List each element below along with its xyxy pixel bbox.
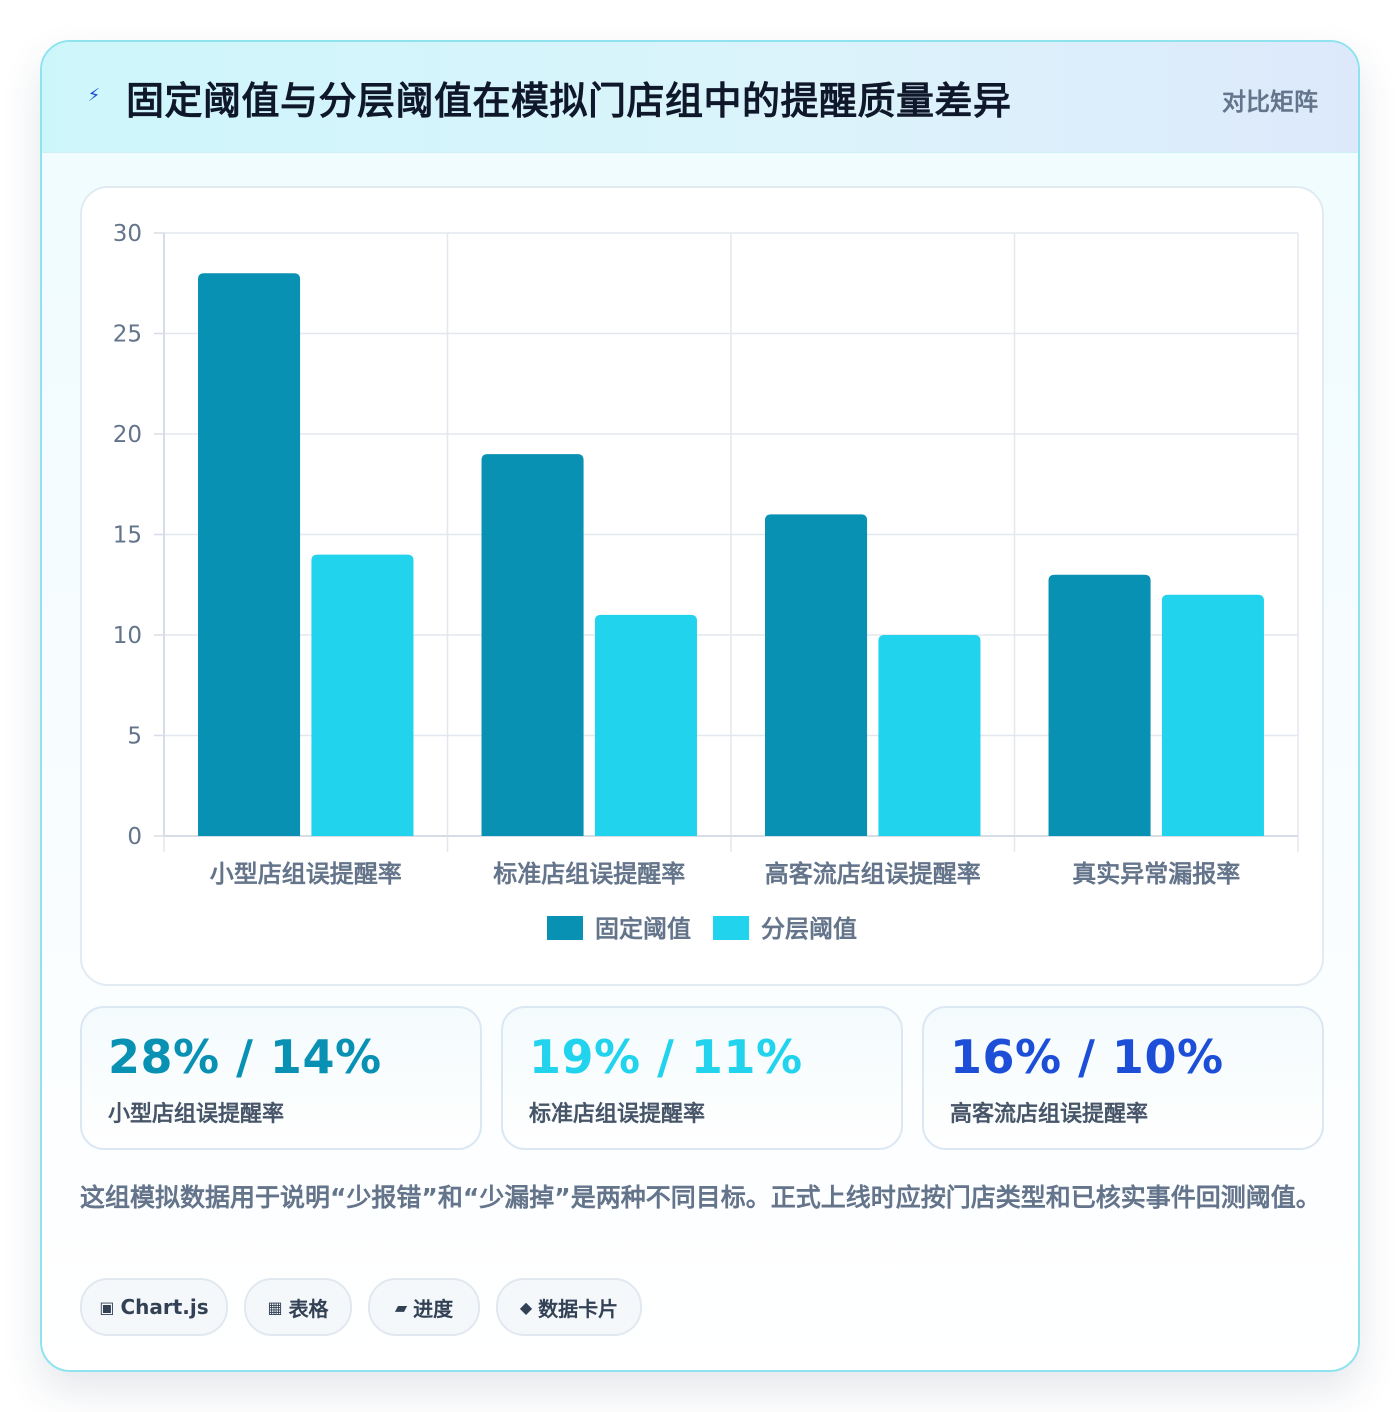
- square-icon: ▣: [99, 1297, 115, 1317]
- chip-table[interactable]: ▦ 表格: [244, 1278, 352, 1336]
- stat-label: 标准店组误提醒率: [529, 1102, 706, 1127]
- chip-label: 数据卡片: [538, 1296, 619, 1321]
- diamond-icon: ◆: [519, 1297, 533, 1317]
- chip-chartjs[interactable]: ▣ Chart.js: [80, 1278, 228, 1336]
- x-tick-label: 真实异常漏报率: [1072, 860, 1240, 888]
- bar-fixed: [765, 514, 868, 836]
- chip-label: Chart.js: [120, 1295, 209, 1319]
- chart-card: ⚡ 固定阈值与分层阈值在模拟门店组中的提醒质量差异 对比矩阵 0 5 10 15 20 2…: [40, 40, 1360, 1372]
- stat-card-standard: 19% / 11% 标准店组误提醒率: [501, 1006, 903, 1150]
- stat-value: 16% / 10%: [950, 1030, 1224, 1084]
- bar-tiered: [594, 614, 697, 836]
- bar-tiered: [1161, 594, 1264, 836]
- page-title: 固定阈值与分层阈值在模拟门店组中的提醒质量差异: [126, 79, 1012, 123]
- legend-label: 分层阈值: [761, 915, 857, 943]
- table-icon: ▦: [267, 1297, 283, 1317]
- y-tick-label: 30: [113, 221, 142, 247]
- chip-progress[interactable]: ▰ 进度: [368, 1278, 480, 1336]
- y-tick-label: 20: [113, 422, 142, 448]
- chip-data-card[interactable]: ◆ 数据卡片: [496, 1278, 642, 1336]
- legend-swatch: [713, 916, 749, 940]
- progress-icon: ▰: [394, 1297, 408, 1317]
- legend-label: 固定阈值: [595, 915, 691, 943]
- bar-fixed: [198, 273, 301, 836]
- x-tick-label: 标准店组误提醒率: [493, 860, 685, 888]
- stat-card-high-traffic: 16% / 10% 高客流店组误提醒率: [922, 1006, 1324, 1150]
- lightning-icon: ⚡: [87, 85, 101, 106]
- stat-value: 28% / 14%: [108, 1030, 382, 1084]
- y-tick-label: 25: [113, 322, 142, 348]
- stat-value: 19% / 11%: [529, 1030, 803, 1084]
- chip-label: 进度: [413, 1296, 454, 1321]
- stat-label: 小型店组误提醒率: [108, 1102, 285, 1127]
- y-tick-label: 0: [127, 824, 142, 850]
- x-tick-label: 高客流店组误提醒率: [765, 860, 981, 888]
- card-header: ⚡ 固定阈值与分层阈值在模拟门店组中的提醒质量差异 对比矩阵: [42, 42, 1358, 153]
- legend-swatch: [547, 916, 583, 940]
- stat-label: 高客流店组误提醒率: [950, 1102, 1149, 1127]
- y-tick-label: 5: [127, 724, 142, 750]
- bar-tiered: [311, 554, 414, 836]
- chip-label: 表格: [288, 1296, 329, 1321]
- x-tick-label: 小型店组误提醒率: [210, 860, 402, 888]
- bar-fixed: [1048, 574, 1151, 836]
- y-tick-label: 10: [113, 623, 142, 649]
- bar-fixed: [481, 454, 584, 836]
- header-tag: 对比矩阵: [1222, 88, 1318, 116]
- chart-panel: 0 5 10 15 20 25 30 小型店组误提醒率 标准店组误提醒率 高客流店组误提醒率 真实异…: [80, 186, 1324, 986]
- bar-chart: 0 5 10 15 20 25 30 小型店组误提醒率 标准店组误提醒率 高客流店组误提醒率 真实异…: [113, 221, 1299, 943]
- stat-card-small: 28% / 14% 小型店组误提醒率: [80, 1006, 482, 1150]
- bar-tiered: [878, 635, 981, 836]
- explanation-note: 这组模拟数据用于说明“少报错”和“少漏掉”是两种不同目标。正式上线时应按门店类型…: [80, 1183, 1321, 1212]
- y-tick-label: 15: [113, 523, 142, 549]
